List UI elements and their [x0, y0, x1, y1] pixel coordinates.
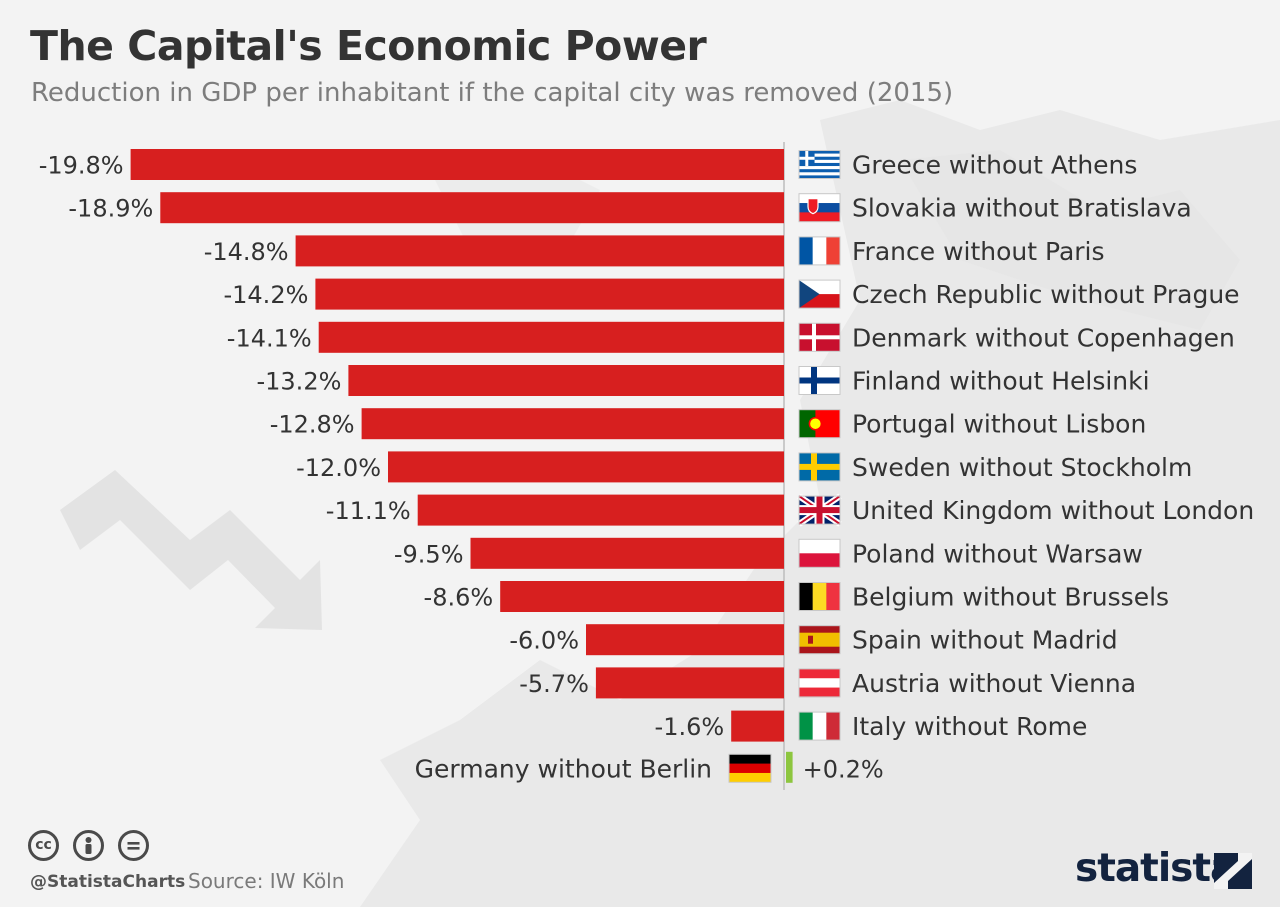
country-flag-icon: [798, 538, 841, 568]
value-label: -12.0%: [296, 454, 381, 482]
country-flag-icon: [798, 322, 841, 352]
country-flag-icon: [798, 150, 841, 179]
bar-row: -11.1% United Kingdom without London: [326, 493, 1254, 527]
country-flag-icon: [798, 366, 841, 395]
cc-icon: cc: [28, 830, 59, 861]
value-label: -9.5%: [394, 540, 464, 568]
statista-handle: @StatistaCharts: [30, 872, 186, 892]
category-label: Poland without Warsaw: [852, 539, 1143, 568]
country-flag-icon: [797, 493, 842, 527]
source-note: Source: IW Köln: [188, 869, 345, 893]
bar-row: -9.5% Poland without Warsaw: [394, 537, 1143, 569]
bar-row: -6.0% Spain without Madrid: [509, 624, 1118, 656]
country-flag-icon: [798, 236, 841, 266]
bar-row: -8.6% Belgium without Brussels: [424, 581, 1169, 612]
chart-subtitle: Reduction in GDP per inhabitant if the c…: [31, 78, 954, 108]
country-flag-icon: [798, 668, 841, 698]
value-label: -12.8%: [270, 411, 355, 439]
category-label: Slovakia without Bratislava: [852, 194, 1192, 223]
category-label: Portugal without Lisbon: [852, 410, 1146, 439]
category-label: France without Paris: [852, 237, 1105, 266]
value-label: -14.8%: [204, 238, 289, 266]
bar-row: -14.8% France without Paris: [204, 235, 1105, 267]
category-label: Greece without Athens: [852, 151, 1137, 180]
by-person-icon: [73, 830, 104, 861]
value-label: -19.8%: [39, 152, 124, 180]
bar: [130, 149, 785, 180]
bar-row: -12.8% Portugal without Lisbon: [270, 408, 1146, 440]
category-label: Austria without Vienna: [852, 669, 1136, 698]
country-flag-icon: [798, 279, 841, 309]
country-flag-icon: [798, 711, 841, 741]
bar: [731, 710, 784, 742]
nd-equals-icon: [118, 830, 149, 861]
bar-row: -19.8% Greece without Athens: [39, 149, 1137, 180]
bar: [361, 408, 784, 440]
category-label: Germany without Berlin: [415, 754, 712, 783]
bar: [315, 278, 784, 310]
bar: [417, 494, 784, 526]
bar: [500, 581, 784, 612]
bar-row: -1.6% Italy without Rome: [655, 710, 1087, 742]
bar-row: +0.2% Germany without Berlin: [415, 751, 884, 783]
value-label: -11.1%: [326, 497, 411, 525]
bar-row: -14.2% Czech Republic without Prague: [223, 278, 1240, 310]
value-label: -8.6%: [424, 584, 494, 612]
country-flag-icon: [728, 753, 772, 783]
category-label: Spain without Madrid: [852, 626, 1118, 655]
bar-row: -18.9% Slovakia without Bratislava: [68, 192, 1192, 224]
chart-title: The Capital's Economic Power: [30, 22, 707, 70]
value-label: -14.1%: [227, 324, 312, 352]
bar-row: -14.1% Denmark without Copenhagen: [227, 321, 1235, 353]
country-flag-icon: [798, 452, 841, 482]
bar: [388, 451, 784, 483]
trend-arrow-icon: [60, 470, 322, 630]
category-label: Sweden without Stockholm: [852, 453, 1192, 482]
value-label: -1.6%: [655, 713, 725, 741]
bar: [786, 751, 793, 783]
bar-row: -5.7% Austria without Vienna: [519, 667, 1136, 699]
bar: [595, 667, 784, 699]
bar: [348, 365, 784, 396]
country-flag-icon: [798, 582, 841, 611]
bar: [470, 537, 784, 569]
bar: [160, 192, 785, 224]
country-flag-icon: [798, 409, 841, 439]
value-label: -14.2%: [223, 281, 308, 309]
country-flag-icon: [798, 625, 841, 655]
category-label: Czech Republic without Prague: [852, 280, 1240, 309]
category-label: Denmark without Copenhagen: [852, 323, 1235, 352]
bar: [586, 624, 784, 656]
bar: [318, 321, 784, 353]
value-label: +0.2%: [803, 755, 884, 783]
value-label: -5.7%: [519, 670, 589, 698]
value-label: -13.2%: [256, 368, 341, 396]
category-label: Belgium without Brussels: [852, 583, 1169, 612]
bar: [295, 235, 784, 267]
value-label: -18.9%: [68, 195, 153, 223]
bar-row: -13.2% Finland without Helsinki: [256, 365, 1150, 396]
statista-logo: statista: [1075, 846, 1236, 891]
category-label: Italy without Rome: [852, 712, 1087, 741]
statista-logo-icon: [1214, 853, 1252, 889]
value-label: -6.0%: [509, 627, 579, 655]
bar-row: -12.0% Sweden without Stockholm: [296, 451, 1192, 483]
country-flag-icon: [798, 193, 841, 223]
category-label: Finland without Helsinki: [852, 367, 1150, 396]
category-label: United Kingdom without London: [852, 496, 1254, 525]
